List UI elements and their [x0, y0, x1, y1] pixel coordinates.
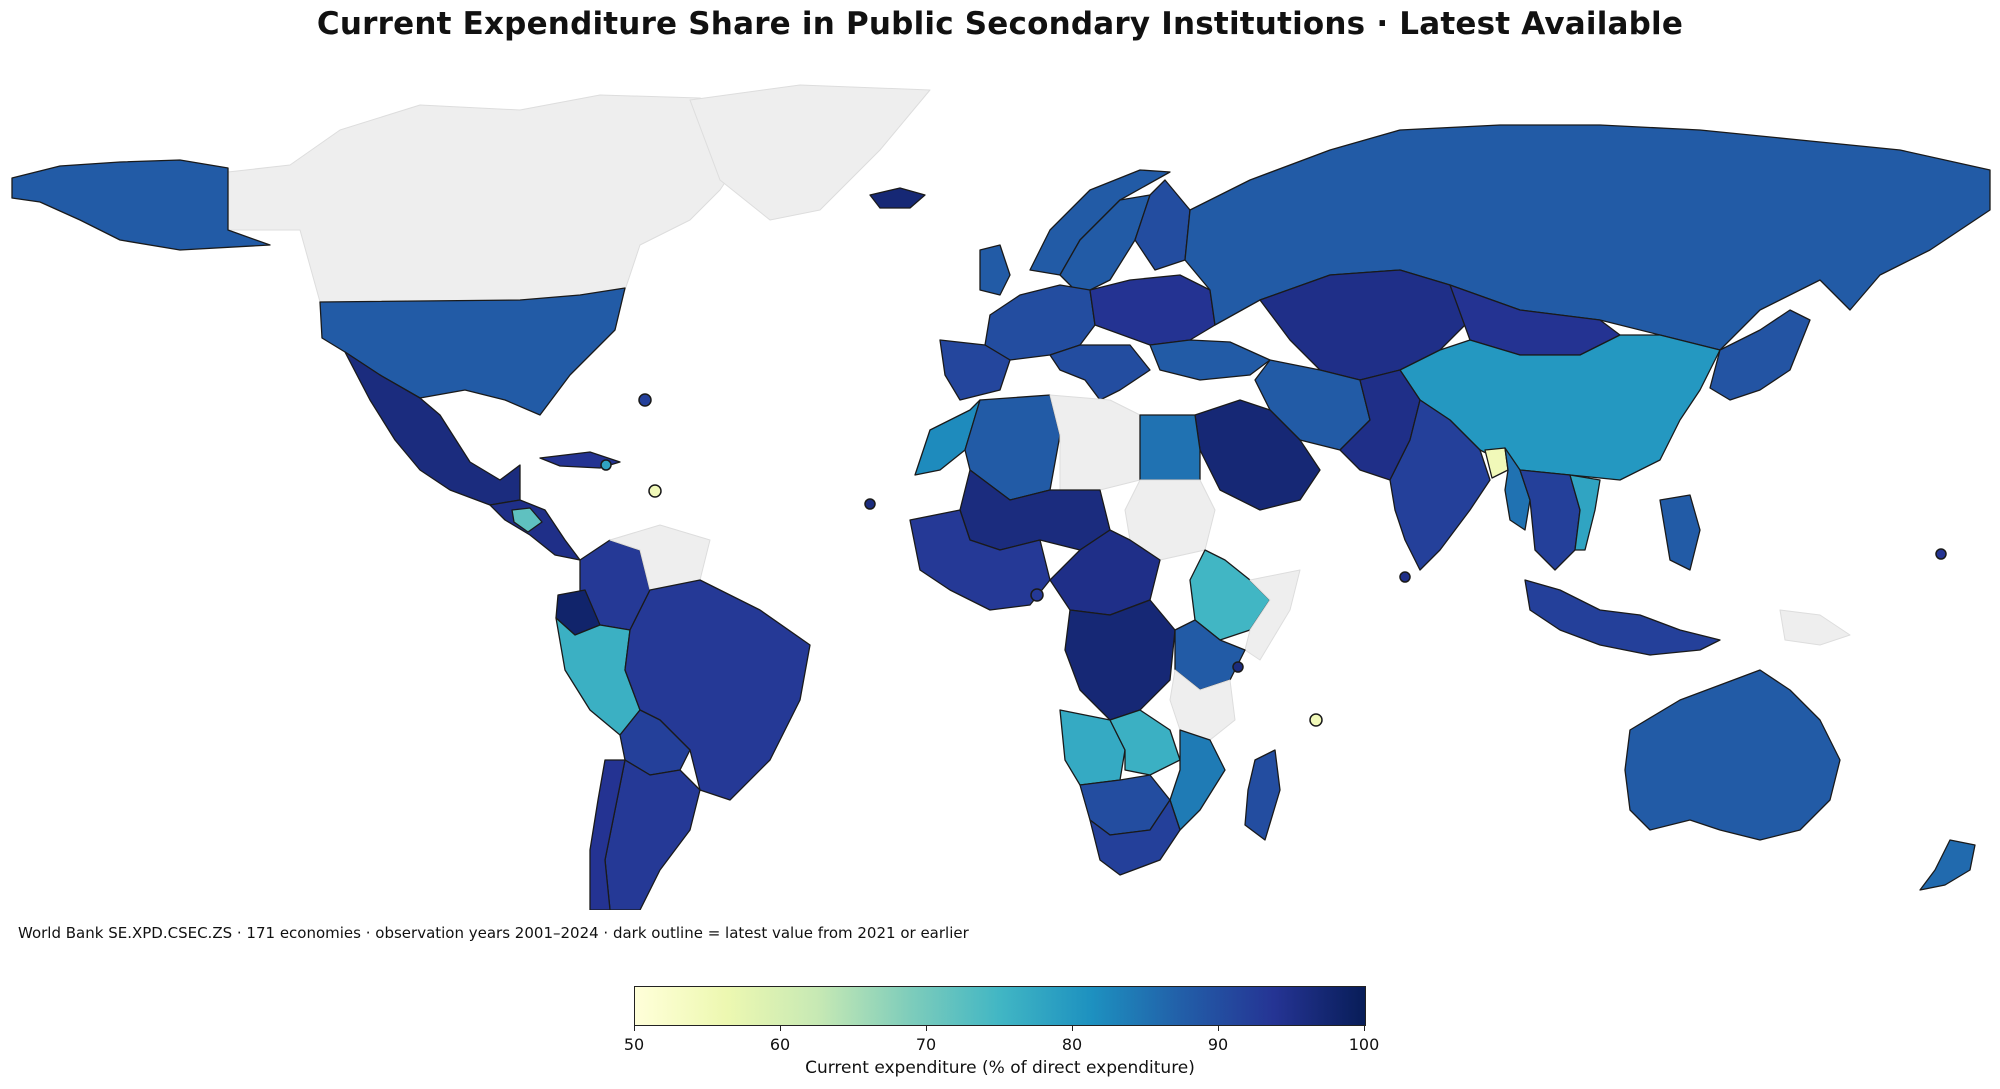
- region-canada: [227, 94, 761, 306]
- region-eastern-europe: [1089, 274, 1216, 346]
- region-philippines: [1659, 494, 1701, 571]
- region-iberia: [939, 339, 1011, 401]
- region-guatemala: [511, 507, 543, 533]
- region-zambia: [1109, 709, 1181, 776]
- region-united-states: [319, 287, 626, 416]
- map-title: Current Expenditure Share in Public Seco…: [316, 6, 1684, 42]
- region-tanzania: [1169, 669, 1236, 741]
- region-central-america: [489, 499, 581, 561]
- region-turkey: [1149, 339, 1271, 381]
- colorbar-tick: [780, 1025, 781, 1031]
- region-somalia: [1244, 569, 1301, 661]
- world-map: [11, 84, 1991, 910]
- region-korea-japan: [1709, 309, 1811, 401]
- island-marker: [648, 484, 662, 498]
- colorbar-tick: [634, 1025, 635, 1031]
- island-marker: [1935, 548, 1947, 560]
- region-egypt: [1139, 414, 1201, 481]
- region-dr-congo: [1064, 599, 1176, 721]
- colorbar-tick: [1364, 1025, 1365, 1031]
- colorbar-tick-label: 50: [623, 1035, 645, 1054]
- region-vietnam: [1569, 474, 1601, 551]
- region-new-zealand: [1919, 839, 1976, 891]
- colorbar-ticks: 50 60 70 80 90 100: [624, 1025, 1379, 1065]
- region-alaska: [11, 159, 271, 251]
- colorbar-tick-label: 100: [1348, 1035, 1380, 1054]
- region-saudi-gulf: [1194, 399, 1321, 511]
- region-libya: [1049, 394, 1141, 491]
- colorbar: [634, 986, 1366, 1026]
- region-united-kingdom: [979, 244, 1011, 296]
- colorbar-tick-label: 90: [1207, 1035, 1229, 1054]
- island-marker: [864, 498, 876, 510]
- region-mozambique: [1169, 729, 1226, 831]
- island-marker: [638, 393, 652, 407]
- colorbar-tick-label: 80: [1061, 1035, 1083, 1054]
- island-marker: [600, 459, 612, 471]
- region-greenland: [689, 84, 931, 221]
- colorbar-tick-label: 70: [915, 1035, 937, 1054]
- island-marker: [1030, 588, 1044, 602]
- region-australia: [1624, 669, 1841, 841]
- region-india: [1389, 399, 1491, 571]
- island-marker: [1309, 713, 1323, 727]
- colorbar-gradient: [634, 986, 1366, 1026]
- source-footnote: World Bank SE.XPD.CSEC.ZS · 171 economie…: [18, 924, 969, 942]
- region-sudan: [1124, 479, 1216, 561]
- island-marker: [1399, 571, 1411, 583]
- region-mexico: [344, 351, 521, 506]
- region-italy-balkans: [1049, 344, 1151, 401]
- region-south-africa: [1089, 799, 1181, 876]
- colorbar-label: Current expenditure (% of direct expendi…: [805, 1058, 1195, 1078]
- region-papua-new-guinea: [1779, 609, 1851, 646]
- colorbar-tick: [926, 1025, 927, 1031]
- region-indonesia: [1524, 579, 1721, 656]
- region-madagascar: [1244, 749, 1281, 841]
- region-indochina: [1519, 469, 1581, 571]
- colorbar-tick-label: 60: [769, 1035, 791, 1054]
- region-chile: [589, 759, 626, 910]
- colorbar-tick: [1072, 1025, 1073, 1031]
- island-marker: [1232, 661, 1244, 673]
- colorbar-tick: [1218, 1025, 1219, 1031]
- region-iceland: [869, 187, 926, 209]
- region-finland: [1134, 179, 1191, 271]
